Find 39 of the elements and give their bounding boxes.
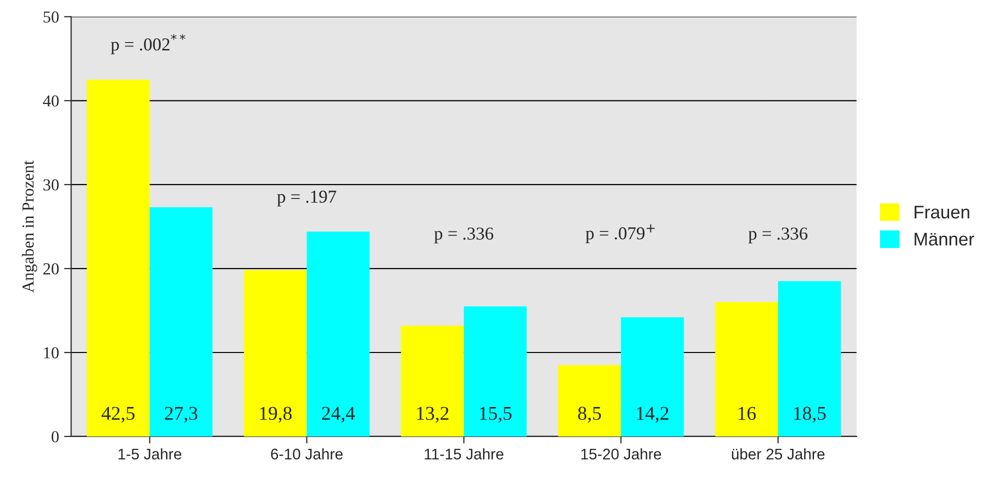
data-label: 16 [738, 406, 756, 420]
annotation: p = .002$^{**}$ [110, 34, 186, 54]
data-label: 18,5 [794, 406, 826, 423]
legend-label: Männer [914, 232, 974, 246]
bar [244, 270, 307, 436]
y-tick-label: 40 [42, 95, 59, 107]
bar [150, 207, 213, 436]
data-label: 8,5 [578, 406, 601, 423]
data-label: 27,3 [164, 406, 198, 423]
bar [558, 365, 621, 436]
bar [620, 317, 684, 436]
y-tick-label: 0 [52, 431, 59, 442]
data-label: 15,5 [480, 406, 512, 423]
y-tick-label: 50 [44, 11, 59, 23]
x-tick-label: 15-20 Jahre [581, 448, 662, 460]
bar [464, 306, 527, 436]
data-label: 19,8 [260, 406, 292, 423]
bar [401, 326, 464, 436]
annotation: p = .079$^{+}$ [586, 224, 655, 244]
legend-label: Frauen [914, 206, 970, 218]
y-tick-label: 10 [44, 347, 59, 358]
bar [86, 80, 150, 436]
x-tick-label: 6-10 Jahre [271, 448, 343, 460]
x-tick-label: 1-5 Jahre [118, 448, 182, 460]
bar [715, 302, 778, 436]
y-tick-label: 20 [43, 263, 59, 274]
bar [778, 281, 841, 436]
x-tick-label: 11-15 Jahre [424, 448, 504, 460]
annotation: p = .197 [277, 190, 336, 206]
annotation: p = .336 [434, 228, 494, 244]
annotation: p = .336 [748, 228, 808, 244]
y-axis-title: Angaben in Prozent [22, 160, 38, 293]
data-label: 24,4 [322, 406, 355, 423]
bar [306, 232, 370, 436]
data-label: 13,2 [417, 406, 448, 423]
data-label: 14,2 [637, 406, 668, 423]
data-label: 42,5 [102, 406, 135, 423]
y-tick-label: 30 [43, 179, 59, 191]
x-tick-label: über 25 Jahre [732, 448, 825, 460]
